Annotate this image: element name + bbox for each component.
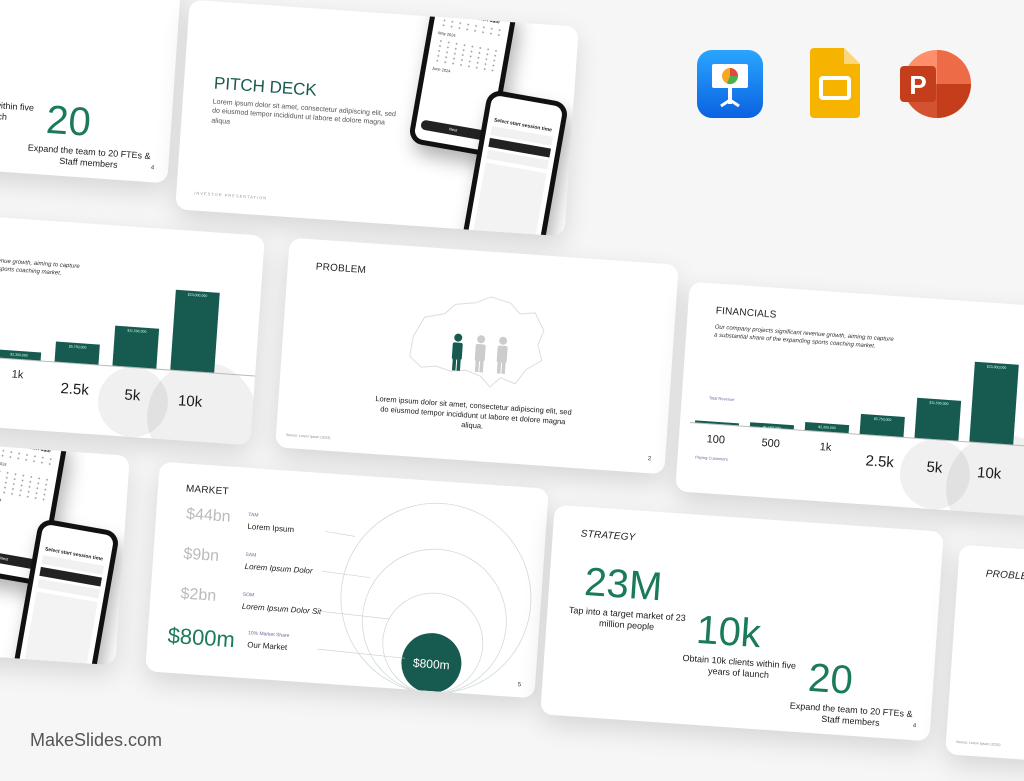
slide-problem-partial[interactable]: PROBLEM Source: Lorem Ipsum (2024): [945, 545, 1024, 781]
customers-label: 2.5k: [854, 452, 905, 472]
bar-value-label: $5,750,000: [861, 416, 905, 423]
person-icon: [496, 336, 509, 374]
brand-logo-text[interactable]: MakeSlides.com: [30, 730, 162, 751]
revenue-bar: $11,500,000: [914, 398, 961, 441]
slide-body: Lorem ipsum dolor sit amet, consectetur …: [211, 98, 403, 139]
stat-value: 20: [45, 100, 92, 143]
keynote-icon: [697, 50, 763, 118]
next-button[interactable]: Next: [420, 119, 486, 140]
svg-text:P: P: [909, 70, 926, 100]
page-number: 4: [151, 164, 155, 172]
slide-financials[interactable]: FINANCIALS Our company projects significa…: [675, 282, 1024, 519]
slide-title: PROBLEM: [315, 262, 366, 276]
customers-label: 2.5k: [49, 379, 100, 399]
person-icon: [474, 335, 487, 373]
slide-title: PITCH DECK: [213, 74, 317, 101]
stat-text: Expand the team to 20 FTEs & Staff membe…: [785, 700, 916, 732]
customers-label: 1k: [800, 440, 851, 455]
person-icon: [451, 333, 464, 371]
bar-value-label: $1,150,000: [750, 424, 794, 431]
revenue-bar: $11,500,000: [112, 326, 159, 369]
bar-value-label: $23,000,000: [974, 364, 1018, 371]
slide-title: FINANCIALS: [715, 306, 777, 321]
slide-desc: Our company projects significant revenue…: [714, 324, 895, 353]
stat-value: 23M: [583, 562, 663, 607]
stat-value: 10k: [695, 610, 762, 654]
bar-value-label: $5,750,000: [56, 344, 100, 351]
stat-text: Tap into a target market of 23 million p…: [561, 604, 692, 636]
customers-label: 10k: [165, 391, 216, 411]
total-revenue-label: Total Revenue: [702, 395, 742, 403]
revenue-bar: $23,000,000: [969, 362, 1018, 445]
market-circles: [145, 462, 549, 699]
page-number: 4: [913, 722, 917, 730]
powerpoint-icon: P: [898, 48, 973, 120]
stat-text: Expand the team to 20 FTEs & Staff membe…: [23, 142, 154, 174]
slide-title: STRATEGY: [580, 529, 635, 544]
slide-source: Source: Lorem Ipsum (2024): [286, 433, 331, 440]
revenue-bar: $5,750,000: [55, 342, 100, 365]
revenue-bar: $1,150,000: [750, 422, 794, 429]
customers-label: 5k: [107, 385, 158, 405]
bar-value-label: $2,300,000: [805, 424, 849, 431]
customers-label: 5k: [909, 457, 960, 477]
customers-label: 100: [690, 432, 741, 447]
page-number: 5: [517, 681, 521, 689]
bar-value-label: $23,000,000: [175, 292, 219, 299]
slide-problem[interactable]: PROBLEM Lorem ipsum dolor sit amet, cons…: [275, 238, 679, 475]
stat-text: Obtain 10k clients within five years of …: [673, 652, 804, 684]
slide-source: Source: Lorem Ipsum (2024): [956, 740, 1001, 747]
revenue-bar: $5,750,000: [860, 414, 905, 437]
paying-customers-label: Paying Customers: [691, 454, 731, 462]
stat-value: 20: [807, 658, 854, 701]
customers-label: 500: [745, 436, 796, 451]
customers-label: 10k: [964, 463, 1015, 483]
bar-value-label: $11,500,000: [115, 328, 159, 335]
bar-value-label: $2,300,000: [0, 351, 41, 358]
bar-value-label: $11,500,000: [917, 400, 961, 407]
slide-body: Lorem ipsum dolor sit amet, consectetur …: [372, 394, 574, 437]
customers-label: 1k: [0, 367, 43, 382]
connector-line: [325, 531, 355, 536]
page-number: 2: [648, 455, 652, 463]
connector-line: [322, 571, 370, 577]
connector-line: [320, 611, 390, 619]
slide-pitch-phones-partial[interactable]: Select start session date May 2024 June …: [0, 429, 130, 666]
slide-footer: INVESTOR PRESENTATION: [194, 190, 267, 200]
map-illustration: [370, 274, 577, 398]
slide-desc: Our company projects significant revenue…: [0, 251, 81, 280]
google-slides-icon: [810, 48, 860, 118]
stat-text: Obtain 10k clients within five years of …: [0, 94, 42, 126]
revenue-bar: $23,000,000: [170, 290, 219, 373]
slide-title: PROBLEM: [985, 569, 1024, 583]
